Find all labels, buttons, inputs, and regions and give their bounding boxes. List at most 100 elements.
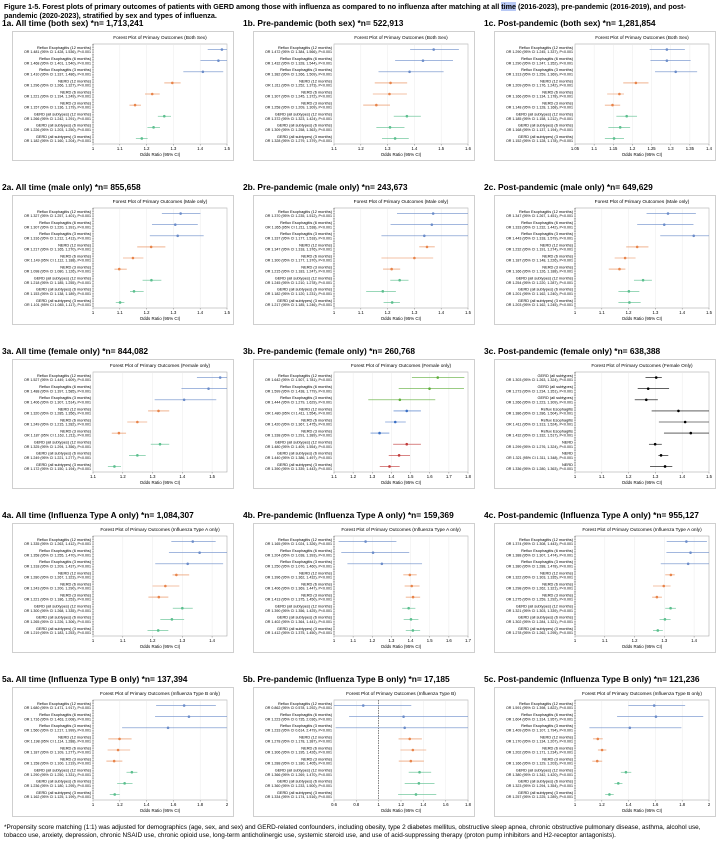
x-tick-label: 1.4 <box>679 474 685 479</box>
or-point <box>411 748 415 752</box>
data-label: OR 1.390 (95% CI 1.356, 1.425), P<0.001 <box>265 609 332 613</box>
outcome-label: GERD (all subtypes) (12 months) <box>275 112 333 117</box>
data-label: OR 1.323 (95% CI 1.294, 1.354), P<0.001 <box>506 784 573 788</box>
data-label: OR 1.172 (95% CI 1.150, 1.194), P<0.001 <box>24 467 91 471</box>
or-point <box>364 540 367 543</box>
panel-title: 4b. Pre-pandemic (Influenza Type A only)… <box>243 510 454 520</box>
or-point <box>182 398 186 402</box>
chart-title: Forest Plot of Primary Outcomes (Male on… <box>113 199 208 205</box>
forest-plot-svg: Forest Plot of Primary Outcomes (Female … <box>506 363 713 485</box>
data-label: OR 1.307 (95% CI 1.220, 1.391), P<0.001 <box>24 225 91 229</box>
x-tick-label: 2 <box>226 802 229 807</box>
data-label: OR 1.313 (95% CI 1.259, 1.369), P<0.001 <box>506 72 573 76</box>
panel-title: 4c. Post-pandemic (Influenza Type A only… <box>484 510 699 520</box>
data-label: OR 1.221 (95% CI 1.186, 1.253), P<0.001 <box>24 598 91 602</box>
data-label: OR 1.412 (95% CI 1.375, 1.450), P<0.001 <box>265 631 332 635</box>
or-point <box>608 793 611 796</box>
or-point <box>665 59 669 62</box>
plot-frame: Forest Plot of Primary Outcomes (Influen… <box>12 523 234 653</box>
outcome-label: Reflux Esophagitis (6 months) <box>280 56 333 61</box>
outcome-label: GERD (all subtypes) (12 months) <box>275 276 333 281</box>
data-label: OR 1.347 (95% CI 1.318, 1.376), P<0.001 <box>265 247 332 251</box>
data-label: OR 1.642 (95% CI 1.507, 1.781), P<0.001 <box>265 378 332 382</box>
outcome-label: NERD <box>562 462 573 467</box>
outcome-label: NERD (3 months) <box>301 593 332 598</box>
outcome-label: NERD (3 months) <box>542 757 573 762</box>
x-tick-label: 1 <box>574 802 577 807</box>
chart-title: Forest Plot of Primary Outcomes (Both Se… <box>354 35 448 41</box>
data-label: OR 1.481 (95% CI 1.428, 1.536), P<0.001 <box>24 50 91 54</box>
data-label: OR 1.290 (95% CI 1.245, 1.337), P<0.001 <box>506 50 573 54</box>
x-axis-label: Odds Ratio (95% CI) <box>381 808 422 813</box>
data-label: OR 1.249 (95% CI 1.215, 1.282), P<0.001 <box>24 423 91 427</box>
plot-frame: Forest Plot of Primary Outcomes (Male on… <box>12 195 234 325</box>
data-label: OR 1.166 (95% CI 1.134, 1.178), P<0.001 <box>506 95 573 99</box>
or-point <box>689 551 692 554</box>
data-label: OR 1.219 (95% CI 1.183, 1.253), P<0.001 <box>24 631 91 635</box>
x-axis-label: Odds Ratio (95% CI) <box>622 152 663 157</box>
or-point <box>618 126 622 129</box>
or-point <box>634 81 638 85</box>
outcome-label: GERD (all subtypes) (6 months) <box>277 779 333 784</box>
or-point <box>423 234 426 238</box>
x-tick-label: 1.8 <box>465 474 471 479</box>
outcome-label: GERD (all subtypes) (6 months) <box>36 615 92 620</box>
x-axis-label: Odds Ratio (95% CI) <box>622 644 663 649</box>
data-label: OR 1.149 (95% CI 1.112, 1.188), P<0.001 <box>24 259 91 263</box>
outcome-label: Reflux Esophagitis (6 months) <box>521 56 574 61</box>
x-tick-label: 1.2 <box>350 474 356 479</box>
outcome-label: GERD (all subtypes) (6 months) <box>36 451 92 456</box>
plot-area <box>574 207 710 309</box>
outcome-label: Reflux Esophagitis (3 months) <box>280 723 333 728</box>
plot-area <box>333 535 469 637</box>
or-point <box>656 629 660 632</box>
or-point <box>635 245 639 249</box>
data-label: OR 1.411 (95% CI 1.313, 1.524), P<0.001 <box>506 423 573 427</box>
data-label: OR 1.444 (95% CI 1.279, 1.629), P<0.001 <box>265 400 332 404</box>
x-tick-label: 1.5 <box>465 310 471 315</box>
outcome-label: Reflux Esophagitis (3 months) <box>280 67 333 72</box>
or-point <box>113 793 117 796</box>
or-point <box>390 267 393 271</box>
or-point <box>628 301 631 304</box>
data-label: OR 1.406 (95% CI 1.307, 1.514), P<0.001 <box>24 400 91 404</box>
or-point <box>662 584 666 588</box>
or-point <box>130 770 134 774</box>
outcome-label: GERD (all subtypes) (6 months) <box>518 123 574 128</box>
data-label: OR 1.337 (95% CI 1.177, 1.518), P<0.001 <box>265 236 332 240</box>
panel-title: 5b. Pre-pandemic (Influenza Type B only)… <box>243 674 450 684</box>
x-tick-label: 1.3 <box>150 474 156 479</box>
forest-plot-svg: Forest Plot of Primary Outcomes (Male on… <box>24 199 231 321</box>
data-label: OR 1.278 (95% CI 1.262, 1.295), P<0.001 <box>506 631 573 635</box>
or-point <box>432 48 435 51</box>
forest-plot-panel: 2a. All time (male only) *n= 855,658 Fore… <box>0 182 240 342</box>
or-point <box>663 618 667 621</box>
plot-area <box>574 699 710 801</box>
outcome-label: NERD (12 months) <box>58 570 92 575</box>
x-tick-label: 1.5 <box>706 474 712 479</box>
or-point <box>683 420 687 424</box>
or-point <box>388 465 391 468</box>
outcome-label: GERD (all subtypes) <box>538 395 574 400</box>
data-label: OR 1.468 (95% CI 1.401, 1.540), P<0.001 <box>24 61 91 65</box>
chart-title: Forest Plot of Primary Outcomes (Influen… <box>100 527 220 533</box>
data-label: OR 1.591 (95% CI 1.398, 1.822), P<0.001 <box>506 706 573 710</box>
outcome-label: Reflux Esophagitis (3 months) <box>521 67 574 72</box>
x-tick-label: 1.8 <box>465 802 471 807</box>
data-label: OR 1.182 (95% CI 1.160, 1.204), P<0.001 <box>24 139 91 143</box>
plot-frame: Forest Plot of Primary Outcomes (Female … <box>12 359 234 489</box>
data-label: OR 1.288 (95% CI 1.180, 1.405), P<0.001 <box>265 762 332 766</box>
outcome-label: GERD (all subtypes) (12 months) <box>516 276 574 281</box>
data-label: OR 1.432 (95% CI 1.332, 1.517), P<0.001 <box>506 434 573 438</box>
data-label: OR 1.250 (95% CI 1.070, 1.460), P<0.001 <box>265 564 332 568</box>
x-tick-label: 1.1 <box>120 638 126 643</box>
or-point <box>118 737 121 741</box>
data-label: OR 1.432 (95% CI 1.328, 1.544), P<0.001 <box>265 61 332 65</box>
data-label: OR 1.488 (95% CI 1.397, 1.585), P<0.001 <box>24 389 91 393</box>
outcome-label: NERD (6 months) <box>301 253 332 258</box>
outcome-label: GERD (all subtypes) (6 months) <box>277 287 333 292</box>
or-point <box>652 704 656 707</box>
outcome-label: Reflux Esophagitis (12 months) <box>519 701 574 706</box>
data-label: OR 1.249 (95% CI 1.221, 1.277), P<0.001 <box>24 456 91 460</box>
or-point <box>410 584 414 588</box>
